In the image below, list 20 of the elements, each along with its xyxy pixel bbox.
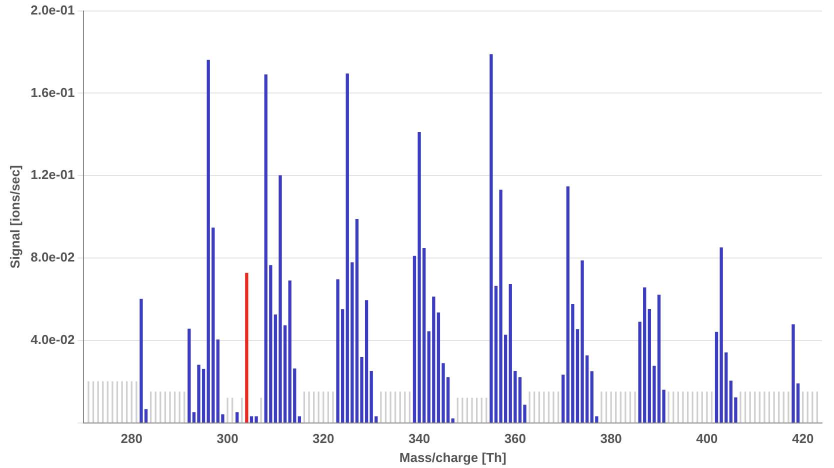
- y-tick-label: 8.0e-02: [30, 250, 75, 265]
- x-tick-label: 300: [216, 431, 238, 446]
- y-tick-label: 1.2e-01: [30, 167, 75, 182]
- x-tick-label: 420: [792, 431, 814, 446]
- x-tick-label: 400: [696, 431, 718, 446]
- x-axis-title: Mass/charge [Th]: [399, 450, 506, 465]
- bar: [562, 374, 565, 423]
- y-tick-label: 2.0e-01: [30, 2, 75, 18]
- y-tick-label: 1.6e-01: [30, 84, 75, 100]
- y-tick-label: 4.0e-02: [30, 332, 75, 347]
- bar: [188, 328, 191, 423]
- y-axis-title: Signal [ions/sec]: [7, 165, 22, 268]
- x-tick-label: 340: [408, 431, 430, 446]
- bar: [298, 416, 302, 423]
- x-tick-label: 280: [120, 431, 142, 446]
- x-tick-label: 360: [504, 431, 526, 446]
- x-tick-label: 320: [312, 431, 334, 446]
- x-tick-label: 380: [600, 431, 622, 446]
- bar: [236, 412, 239, 423]
- bar: [245, 272, 248, 423]
